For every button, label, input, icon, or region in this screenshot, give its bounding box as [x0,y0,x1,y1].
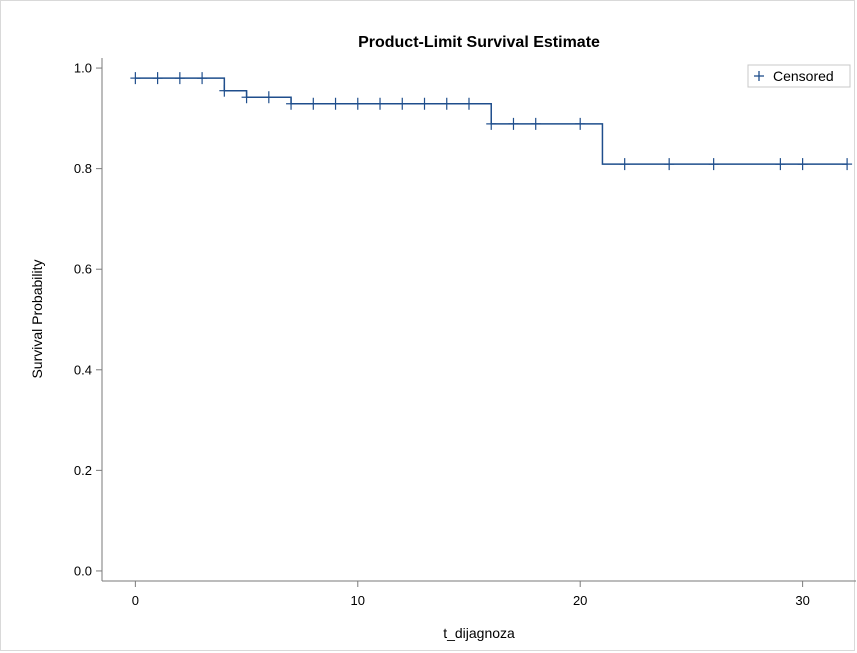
censored-marker [619,158,630,171]
x-tick-label: 10 [351,593,365,608]
y-tick-label: 1.0 [74,61,92,76]
censored-marker [241,91,252,104]
censored-markers [130,72,853,171]
censored-marker [308,97,319,110]
censored-marker [263,91,274,104]
y-axis-label: Survival Probability [29,259,45,378]
x-tick-label: 30 [795,593,809,608]
censored-marker [375,97,386,110]
censored-marker [575,117,586,130]
censored-marker [397,97,408,110]
censored-marker [174,72,185,85]
y-tick-label: 0.4 [74,362,92,377]
x-tick-label: 0 [132,593,139,608]
censored-marker [197,72,208,85]
legend-censored-symbol [754,71,764,81]
y-axis: 0.0 0.2 0.4 0.6 0.8 1.0 Survival Probability [29,58,103,581]
censored-marker [441,97,452,110]
y-tick-label: 0.2 [74,463,92,478]
x-tick-label: 20 [573,593,587,608]
x-axis-label: t_dijagnoza [443,625,515,641]
legend-censored-label: Censored [773,68,834,84]
censored-marker [130,72,141,85]
censored-marker [664,158,675,171]
censored-marker [152,72,163,85]
chart-title: Product-Limit Survival Estimate [358,34,600,51]
censored-marker [419,97,430,110]
censored-marker [219,84,230,97]
y-ticks: 0.0 0.2 0.4 0.6 0.8 1.0 [74,61,102,578]
censored-marker [352,97,363,110]
censored-marker [708,158,719,171]
censored-marker [286,97,297,110]
x-ticks: 0 10 20 30 [132,581,810,608]
censored-marker [797,158,808,171]
censored-marker [775,158,786,171]
censored-marker [463,97,474,110]
censored-marker [486,117,497,130]
y-tick-label: 0.6 [74,262,92,277]
legend: Censored [747,64,851,88]
y-tick-label: 0.8 [74,161,92,176]
legend-box [747,64,851,88]
censored-marker [330,97,341,110]
censored-marker [530,117,541,130]
censored-marker [508,117,519,130]
censored-marker [842,158,853,171]
y-tick-label: 0.0 [74,563,92,578]
x-axis: 0 10 20 30 t_dijagnoza [102,580,856,641]
